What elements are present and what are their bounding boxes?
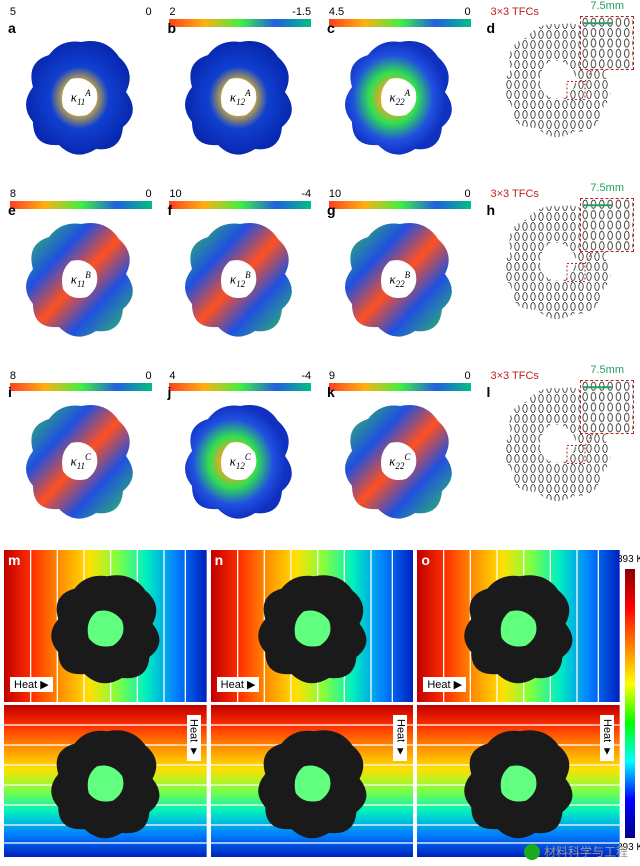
panel-k: k 90 κ22C (321, 366, 479, 546)
blob-a (11, 27, 151, 167)
inset-d (580, 16, 634, 70)
panel-b: b 2-1.5 κ12A (162, 2, 320, 182)
top-figure-grid: a 50 κ11A b 2-1.5 κ12A c 4.50 κ22A d (0, 0, 640, 548)
panel-l: l 3×3 TFCs 7.5mm (481, 366, 639, 546)
panel-h: h 3×3 TFCs 7.5mm (481, 184, 639, 364)
panel-c: c 4.50 κ22A (321, 2, 479, 182)
heat-label-h: Heat ▶ (10, 677, 53, 692)
panel-f: f 10-4 κ12B (162, 184, 320, 364)
heat-simulation-section: m Heat ▶ Heat ▼ n Heat ▶ (0, 548, 640, 859)
wechat-icon (524, 844, 540, 860)
panel-g: g 100 κ22B (321, 184, 479, 364)
heat-col-m: m Heat ▶ Heat ▼ (2, 550, 209, 857)
heat-col-o: o Heat ▶ Heat ▼ (415, 550, 622, 857)
tfc-label-d: 3×3 TFCs (491, 6, 539, 18)
heat-panel-m-bottom (4, 705, 207, 857)
panel-d: d 3×3 TFCs 7.5mm (481, 2, 639, 182)
watermark: 材料科学与工程 (524, 843, 628, 860)
colorbar-a: 50 (10, 6, 152, 27)
panel-i: i 80 κ11C (2, 366, 160, 546)
heat-col-n: n Heat ▶ Heat ▼ (209, 550, 416, 857)
panel-label-a: a (8, 20, 16, 36)
size-label-d: 7.5mm (590, 0, 624, 12)
panel-a: a 50 κ11A (2, 2, 160, 182)
heat-label-v: Heat ▼ (187, 715, 201, 761)
temp-max: 393 K (617, 554, 640, 565)
panel-e: e 80 κ11B (2, 184, 160, 364)
temperature-colorbar: 393 K 293 K (622, 550, 638, 857)
panel-j: j 4-4 κ12C (162, 366, 320, 546)
